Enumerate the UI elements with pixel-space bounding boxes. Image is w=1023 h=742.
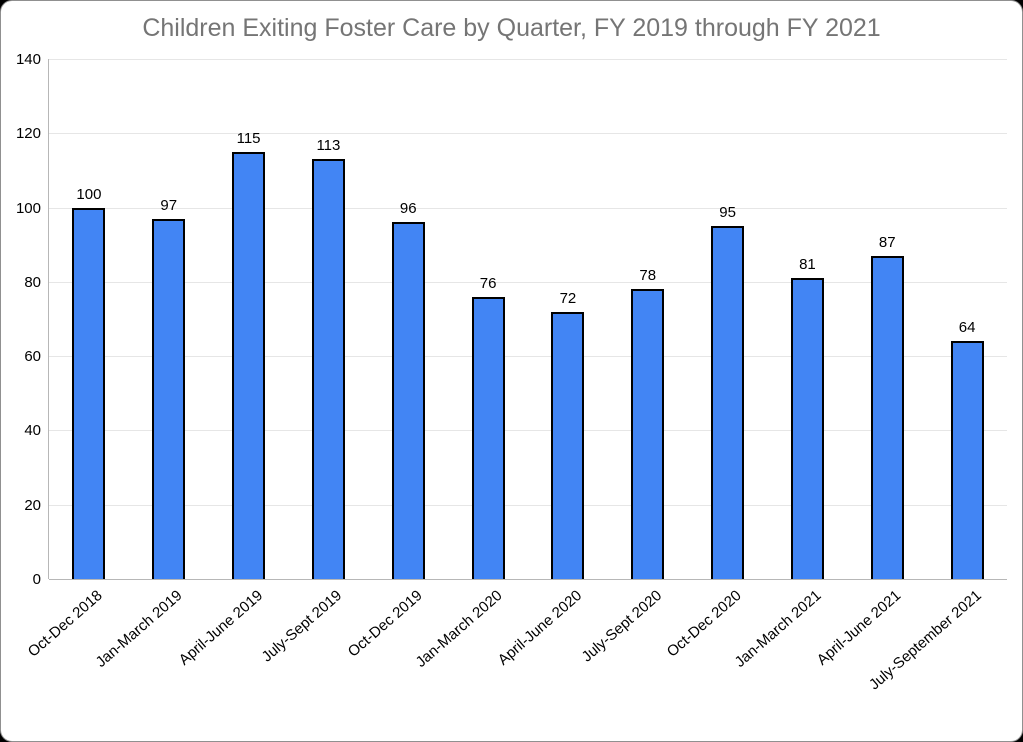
bar-july-sept-2019 (311, 159, 345, 579)
x-tick-label: April-June 2019 (175, 587, 266, 669)
bar-value-label: 96 (399, 200, 417, 218)
x-tick-label: July-Sept 2020 (578, 587, 665, 666)
y-axis-line (48, 59, 49, 579)
bar-value-label: 81 (799, 256, 816, 274)
y-tick-label: 80 (24, 273, 41, 291)
bar-value-label: 78 (639, 267, 657, 285)
bar-oct-dec-2019 (391, 222, 425, 579)
bar-jan-march-2021 (790, 278, 824, 579)
bar-oct-dec-2020 (711, 226, 745, 579)
y-tick-label: 0 (32, 571, 41, 588)
x-tick-label: Oct-Dec 2019 (344, 587, 426, 661)
gridline (49, 59, 1007, 60)
bar-value-label: 97 (160, 196, 178, 214)
bar-jan-march-2019 (152, 218, 186, 579)
x-tick-label: Jan-March 2021 (731, 587, 825, 671)
bar-value-label: 87 (878, 233, 896, 251)
y-tick-label: 60 (24, 348, 41, 366)
x-tick-label: Oct-Dec 2018 (25, 587, 107, 661)
gridline (49, 281, 1007, 283)
bar-oct-dec-2018 (72, 207, 106, 579)
bar-july-sept-2020 (631, 289, 665, 579)
gridline (49, 133, 1007, 135)
y-tick-label: 40 (24, 422, 41, 440)
gridline (49, 430, 1007, 432)
bar-april-june-2019 (232, 151, 266, 579)
y-tick-label: 100 (15, 199, 41, 217)
y-tick-label: 20 (24, 496, 41, 514)
gridline (49, 504, 1007, 506)
bar-value-label: 95 (719, 204, 736, 222)
bar-value-label: 113 (316, 137, 341, 155)
x-axis-baseline (49, 579, 1007, 580)
x-tick-label: July-Sept 2019 (258, 587, 346, 666)
x-tick-label: Jan-March 2020 (412, 587, 506, 671)
gridline (49, 356, 1007, 358)
y-tick-label: 140 (15, 51, 41, 68)
bar-april-june-2020 (551, 311, 585, 579)
x-tick-label: Jan-March 2019 (92, 587, 186, 671)
bar-value-label: 115 (236, 129, 261, 147)
bar-value-label: 64 (958, 319, 976, 337)
x-tick-label: April-June 2021 (813, 587, 905, 669)
x-tick-label: Oct-Dec 2020 (663, 587, 745, 661)
x-tick-label: April-June 2020 (494, 587, 586, 669)
plot-area (49, 59, 1007, 580)
gridline (49, 207, 1007, 209)
bar-jan-march-2020 (471, 296, 505, 579)
bar-value-label: 76 (479, 274, 497, 292)
bar-july-september-2021 (950, 341, 984, 579)
bar-value-label: 100 (76, 185, 102, 203)
bar-value-label: 72 (559, 289, 577, 307)
bar-april-june-2021 (870, 255, 904, 579)
y-tick-label: 120 (15, 125, 41, 143)
chart-title: Children Exiting Foster Care by Quarter,… (142, 14, 881, 42)
